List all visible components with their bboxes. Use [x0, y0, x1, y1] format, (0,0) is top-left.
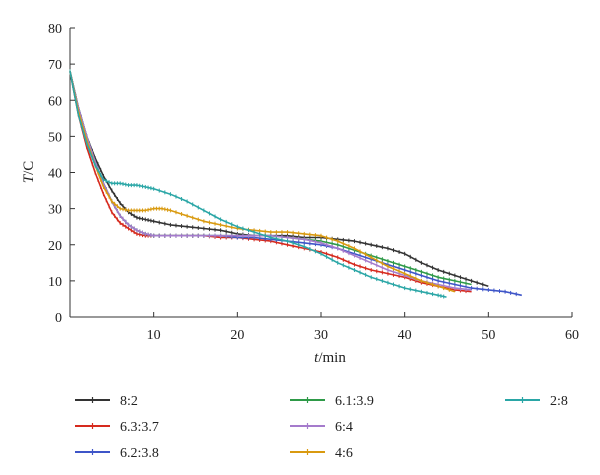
x-tick-label: 60	[565, 328, 579, 343]
series-2:8	[69, 69, 447, 299]
y-tick-label: 60	[48, 94, 62, 109]
x-tick-label: 40	[398, 328, 412, 343]
legend-item-6:4: 6:4	[290, 420, 353, 435]
legend-item-6.3:3.7: 6.3:3.7	[75, 420, 159, 435]
series-line	[69, 71, 489, 288]
legend-label: 6.2:3.8	[120, 446, 159, 461]
y-tick-label: 70	[48, 58, 62, 73]
series-line	[69, 71, 472, 286]
y-tick-label: 40	[48, 167, 62, 182]
x-axis-ticks: 10 20 30 40 50 60	[147, 312, 579, 343]
series-line	[69, 71, 472, 293]
y-axis-ticks: 0 10 20 30 40 50 60 70 80	[48, 22, 75, 326]
series-6.1:3.9	[69, 69, 472, 286]
legend-label: 4:6	[335, 446, 353, 461]
legend: 8:2 6.3:3.7 6.2:3.8 6.1:3.9 6:4 4:6 2:8	[75, 394, 568, 461]
series-6.2:3.8	[69, 69, 522, 297]
series-line	[69, 71, 456, 293]
x-tick-label: 20	[230, 328, 244, 343]
y-tick-label: 0	[55, 311, 62, 326]
x-tick-label: 30	[314, 328, 328, 343]
series-8:2	[69, 69, 489, 288]
legend-label: 6.3:3.7	[120, 420, 159, 435]
series-line	[69, 71, 522, 297]
y-tick-label: 50	[48, 130, 62, 145]
y-tick-label: 10	[48, 275, 62, 290]
series-6.3:3.7	[69, 69, 472, 294]
y-tick-label: 80	[48, 22, 62, 37]
series-4:6	[69, 69, 456, 293]
x-tick-label: 50	[481, 328, 495, 343]
y-tick-label: 30	[48, 203, 62, 218]
legend-item-6.2:3.8: 6.2:3.8	[75, 446, 159, 461]
x-tick-label: 10	[147, 328, 161, 343]
legend-item-2:8: 2:8	[505, 394, 568, 409]
legend-label: 6:4	[335, 420, 353, 435]
series-line	[69, 71, 447, 298]
y-tick-label: 20	[48, 239, 62, 254]
legend-label: 6.1:3.9	[335, 394, 374, 409]
legend-label: 8:2	[120, 394, 138, 409]
legend-item-4:6: 4:6	[290, 446, 353, 461]
legend-item-6.1:3.9: 6.1:3.9	[290, 394, 374, 409]
y-axis-label: T/C	[21, 161, 37, 184]
x-axis-label: t/min	[314, 350, 346, 366]
series-layer	[69, 69, 522, 299]
legend-label: 2:8	[550, 394, 568, 409]
axes	[69, 28, 572, 318]
legend-item-8:2: 8:2	[75, 394, 138, 409]
